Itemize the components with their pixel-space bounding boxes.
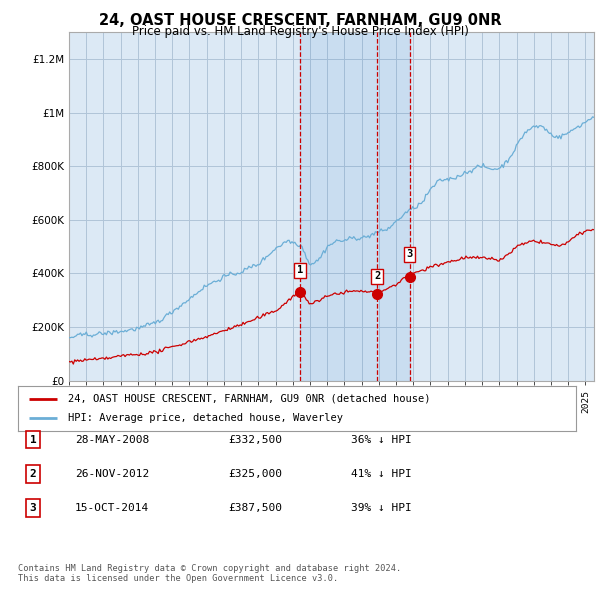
Text: 1: 1: [297, 266, 303, 276]
Text: 41% ↓ HPI: 41% ↓ HPI: [351, 469, 412, 478]
Text: 3: 3: [29, 503, 37, 513]
Text: 2: 2: [29, 469, 37, 478]
Text: 24, OAST HOUSE CRESCENT, FARNHAM, GU9 0NR: 24, OAST HOUSE CRESCENT, FARNHAM, GU9 0N…: [98, 13, 502, 28]
Text: 39% ↓ HPI: 39% ↓ HPI: [351, 503, 412, 513]
Text: £387,500: £387,500: [228, 503, 282, 513]
Text: £325,000: £325,000: [228, 469, 282, 478]
Text: 36% ↓ HPI: 36% ↓ HPI: [351, 435, 412, 444]
Text: £332,500: £332,500: [228, 435, 282, 444]
Text: HPI: Average price, detached house, Waverley: HPI: Average price, detached house, Wave…: [68, 414, 343, 423]
Text: 1: 1: [29, 435, 37, 444]
Text: 3: 3: [407, 250, 413, 260]
Text: 15-OCT-2014: 15-OCT-2014: [75, 503, 149, 513]
Text: 26-NOV-2012: 26-NOV-2012: [75, 469, 149, 478]
Text: Price paid vs. HM Land Registry's House Price Index (HPI): Price paid vs. HM Land Registry's House …: [131, 25, 469, 38]
Text: 28-MAY-2008: 28-MAY-2008: [75, 435, 149, 444]
Text: 2: 2: [374, 271, 380, 281]
Text: 24, OAST HOUSE CRESCENT, FARNHAM, GU9 0NR (detached house): 24, OAST HOUSE CRESCENT, FARNHAM, GU9 0N…: [68, 394, 431, 404]
Text: Contains HM Land Registry data © Crown copyright and database right 2024.
This d: Contains HM Land Registry data © Crown c…: [18, 563, 401, 583]
Bar: [300, 32, 410, 381]
